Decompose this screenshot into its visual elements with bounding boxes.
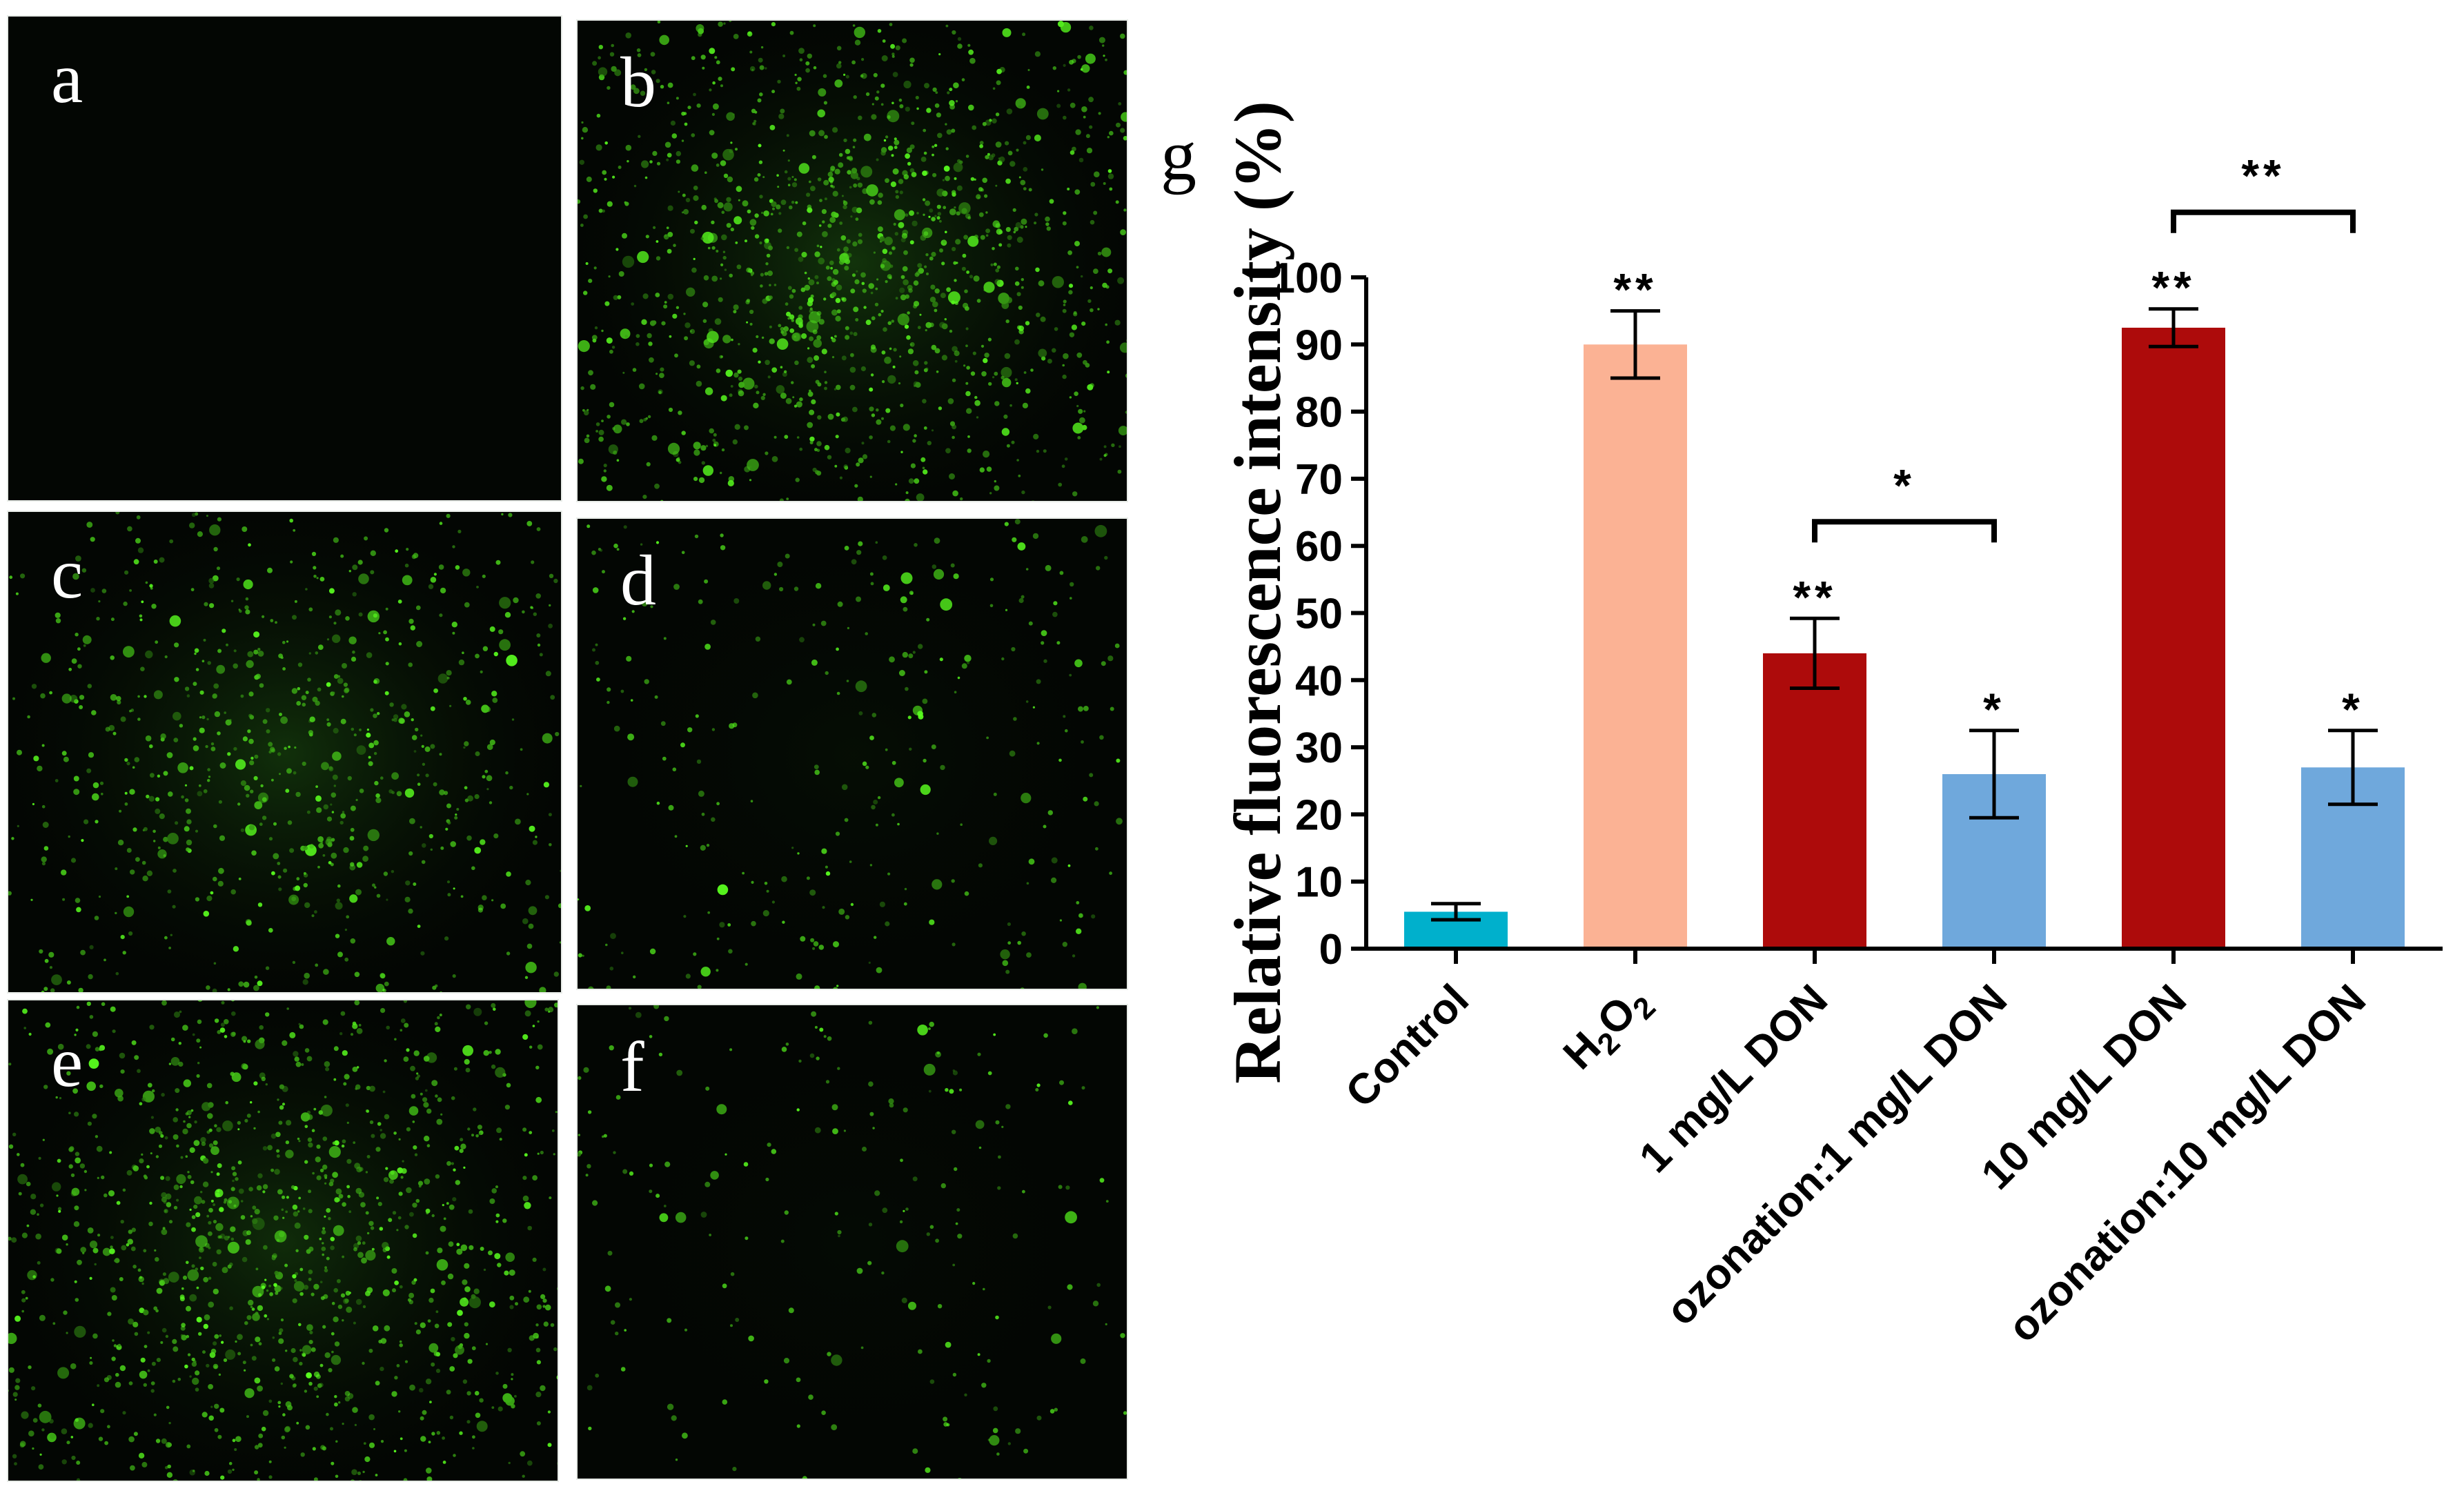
error-bar xyxy=(1610,309,1660,380)
fluorescence-image-c xyxy=(8,512,561,992)
significance-bracket xyxy=(1812,519,1997,543)
panel-label-c: c xyxy=(51,534,83,613)
panel-label-b: b xyxy=(620,43,656,122)
panel-label-d: d xyxy=(620,541,656,620)
bar xyxy=(1584,344,1687,947)
significance-marker: ** xyxy=(1793,571,1836,622)
error-bar xyxy=(2328,729,2378,807)
y-tick-label: 10 xyxy=(1295,859,1343,907)
significance-marker: * xyxy=(2342,684,2364,735)
error-bar xyxy=(1790,616,1840,690)
y-tick-label: 40 xyxy=(1295,658,1343,705)
micrograph-panel-b: b xyxy=(576,19,1128,502)
micrograph-panel-e: e xyxy=(7,999,559,1482)
panel-label-f: f xyxy=(620,1027,644,1107)
significance-marker: ** xyxy=(1613,264,1657,315)
x-tick-label: 1 mg/L DON xyxy=(1630,976,1837,1182)
y-tick-label: 0 xyxy=(1319,926,1343,974)
fluorescence-image-e xyxy=(8,1000,558,1481)
bracket-significance-label: * xyxy=(1893,460,1915,511)
panel-label-e: e xyxy=(51,1022,83,1102)
bar xyxy=(1763,653,1866,947)
fluorescence-image-b xyxy=(578,21,1127,501)
significance-marker: ** xyxy=(2151,262,2195,313)
fluorescence-image-d xyxy=(578,519,1127,989)
significance-marker: * xyxy=(1983,684,2005,735)
y-tick-label: 60 xyxy=(1295,523,1343,571)
y-tick-label: 90 xyxy=(1295,322,1343,369)
y-tick-label: 20 xyxy=(1295,791,1343,839)
bracket-significance-label: ** xyxy=(2241,150,2285,201)
error-bar xyxy=(2149,307,2198,348)
micrograph-panel-a: a xyxy=(7,15,562,502)
y-axis-title: Relative fluorescence intensity (%) xyxy=(1221,101,1294,1084)
bar xyxy=(2122,327,2225,947)
error-bar xyxy=(1431,902,1481,922)
y-tick-label: 50 xyxy=(1295,591,1343,638)
x-tick-label: H2O2 xyxy=(1555,976,1662,1083)
significance-bracket xyxy=(2171,209,2356,233)
x-tick-label: ozonation:10 mg/L DON xyxy=(1999,976,2375,1352)
x-tick-label: ozonation:1 mg/L DON xyxy=(1657,976,2015,1334)
bar-chart: g Relative fluorescence intensity (%) 0 1… xyxy=(1161,101,2443,1352)
y-axis-label: Relative fluorescence intensity (%) xyxy=(1221,101,1294,1084)
panel-label-a: a xyxy=(51,39,83,118)
micrograph-panel-d: d xyxy=(576,517,1128,990)
chart-panel-label: g xyxy=(1161,116,1196,195)
fluorescence-image-a xyxy=(8,17,561,500)
y-tick-label: 30 xyxy=(1295,724,1343,772)
y-tick-label: 80 xyxy=(1295,389,1343,437)
error-bar xyxy=(1969,729,2019,820)
x-tick-label: Control xyxy=(1337,976,1478,1117)
micrograph-panel-f: f xyxy=(576,1004,1128,1480)
fluorescence-image-f xyxy=(578,1005,1127,1479)
y-tick-label: 100 xyxy=(1272,255,1343,302)
micrograph-panel-c: c xyxy=(7,511,562,994)
y-tick-label: 70 xyxy=(1295,456,1343,504)
